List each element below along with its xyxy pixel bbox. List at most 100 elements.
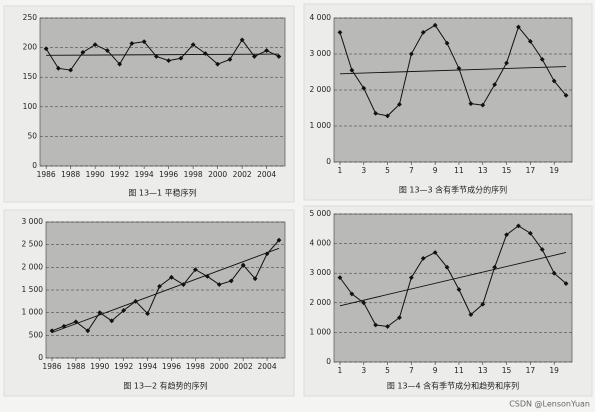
x-tick-label: 1 bbox=[338, 166, 343, 175]
marker bbox=[216, 282, 222, 287]
marker bbox=[516, 223, 521, 229]
marker bbox=[49, 328, 55, 334]
y-tick-label: 500 bbox=[29, 330, 44, 339]
marker bbox=[563, 281, 569, 286]
y-tick-label: 5 000 bbox=[310, 209, 332, 218]
x-tick-label: 1996 bbox=[162, 362, 181, 371]
marker bbox=[504, 232, 509, 238]
plot-area bbox=[39, 17, 286, 167]
marker bbox=[109, 318, 115, 324]
x-tick-label: 2004 bbox=[257, 170, 276, 179]
x-tick-label: 1988 bbox=[61, 170, 80, 179]
marker bbox=[480, 301, 486, 307]
x-tick-label: 19 bbox=[549, 166, 559, 175]
marker bbox=[190, 42, 196, 48]
marker bbox=[420, 30, 426, 35]
marker bbox=[385, 113, 390, 119]
marker bbox=[202, 51, 208, 56]
marker bbox=[468, 101, 474, 107]
y-tick-label: 1 000 bbox=[310, 121, 332, 130]
watermark: CSDN @LensonYuan bbox=[509, 400, 590, 409]
y-tick-label: 50 bbox=[27, 131, 37, 140]
marker bbox=[239, 37, 245, 43]
marker bbox=[408, 51, 414, 57]
y-tick-label: 0 bbox=[326, 357, 331, 366]
x-tick-label: 1988 bbox=[66, 362, 85, 371]
marker bbox=[456, 287, 462, 292]
x-tick-label: 1992 bbox=[114, 362, 133, 371]
marker bbox=[252, 276, 258, 282]
y-tick-label: 2 500 bbox=[22, 240, 44, 249]
marker bbox=[432, 22, 438, 28]
marker bbox=[73, 319, 79, 325]
marker bbox=[432, 250, 438, 255]
marker bbox=[227, 57, 233, 62]
x-tick-label: 19 bbox=[549, 366, 559, 375]
marker bbox=[397, 102, 402, 107]
marker bbox=[373, 111, 379, 116]
y-tick-label: 2 000 bbox=[310, 85, 332, 94]
plot-area bbox=[333, 213, 573, 363]
marker bbox=[215, 61, 221, 67]
marker bbox=[361, 85, 367, 91]
marker bbox=[527, 39, 533, 44]
marker bbox=[385, 324, 390, 329]
marker bbox=[539, 57, 545, 62]
x-tick-label: 2000 bbox=[210, 362, 229, 371]
marker bbox=[141, 39, 147, 45]
y-tick-label: 3 000 bbox=[310, 268, 332, 277]
marker bbox=[504, 60, 509, 66]
chart-caption: 图 13—1 平稳序列 bbox=[128, 188, 196, 198]
x-tick-label: 7 bbox=[409, 166, 414, 175]
marker bbox=[408, 275, 414, 281]
marker bbox=[563, 93, 569, 98]
marker bbox=[539, 247, 545, 252]
marker bbox=[397, 315, 402, 320]
y-tick-label: 2 000 bbox=[22, 262, 44, 271]
marker bbox=[492, 264, 498, 270]
y-tick-label: 1 500 bbox=[22, 285, 44, 294]
marker bbox=[276, 237, 282, 243]
x-tick-label: 7 bbox=[409, 366, 414, 375]
marker bbox=[337, 30, 343, 35]
marker bbox=[204, 274, 210, 279]
x-tick-label: 1994 bbox=[138, 362, 157, 371]
marker bbox=[133, 298, 139, 304]
x-tick-label: 3 bbox=[361, 366, 366, 375]
marker bbox=[228, 278, 234, 284]
marker bbox=[43, 46, 49, 52]
x-tick-label: 17 bbox=[526, 366, 536, 375]
marker bbox=[444, 264, 450, 270]
x-tick-label: 2000 bbox=[208, 170, 227, 179]
marker bbox=[68, 67, 74, 73]
trend-line bbox=[51, 247, 280, 334]
x-tick-label: 1992 bbox=[110, 170, 129, 179]
marker bbox=[145, 311, 150, 316]
x-tick-label: 1986 bbox=[37, 170, 56, 179]
x-tick-label: 13 bbox=[478, 166, 488, 175]
y-tick-label: 150 bbox=[23, 72, 38, 81]
x-tick-label: 1990 bbox=[90, 362, 109, 371]
chart-caption: 图 13—2 有趋势的序列 bbox=[123, 381, 207, 391]
y-tick-label: 1 000 bbox=[22, 308, 44, 317]
x-tick-label: 9 bbox=[433, 166, 438, 175]
marker bbox=[456, 66, 462, 71]
marker bbox=[104, 48, 110, 53]
y-tick-label: 3 000 bbox=[310, 49, 332, 58]
marker bbox=[153, 54, 159, 59]
x-tick-label: 15 bbox=[502, 166, 512, 175]
marker bbox=[349, 67, 355, 73]
x-tick-label: 17 bbox=[526, 166, 536, 175]
x-tick-label: 3 bbox=[361, 166, 366, 175]
marker bbox=[276, 54, 282, 59]
x-tick-label: 1998 bbox=[184, 170, 203, 179]
marker bbox=[420, 256, 426, 261]
marker bbox=[166, 58, 172, 64]
marker bbox=[178, 55, 184, 61]
marker bbox=[80, 49, 86, 55]
x-tick-label: 5 bbox=[385, 366, 390, 375]
marker bbox=[516, 24, 521, 30]
y-tick-label: 0 bbox=[32, 161, 37, 170]
y-tick-label: 1 000 bbox=[310, 327, 332, 336]
